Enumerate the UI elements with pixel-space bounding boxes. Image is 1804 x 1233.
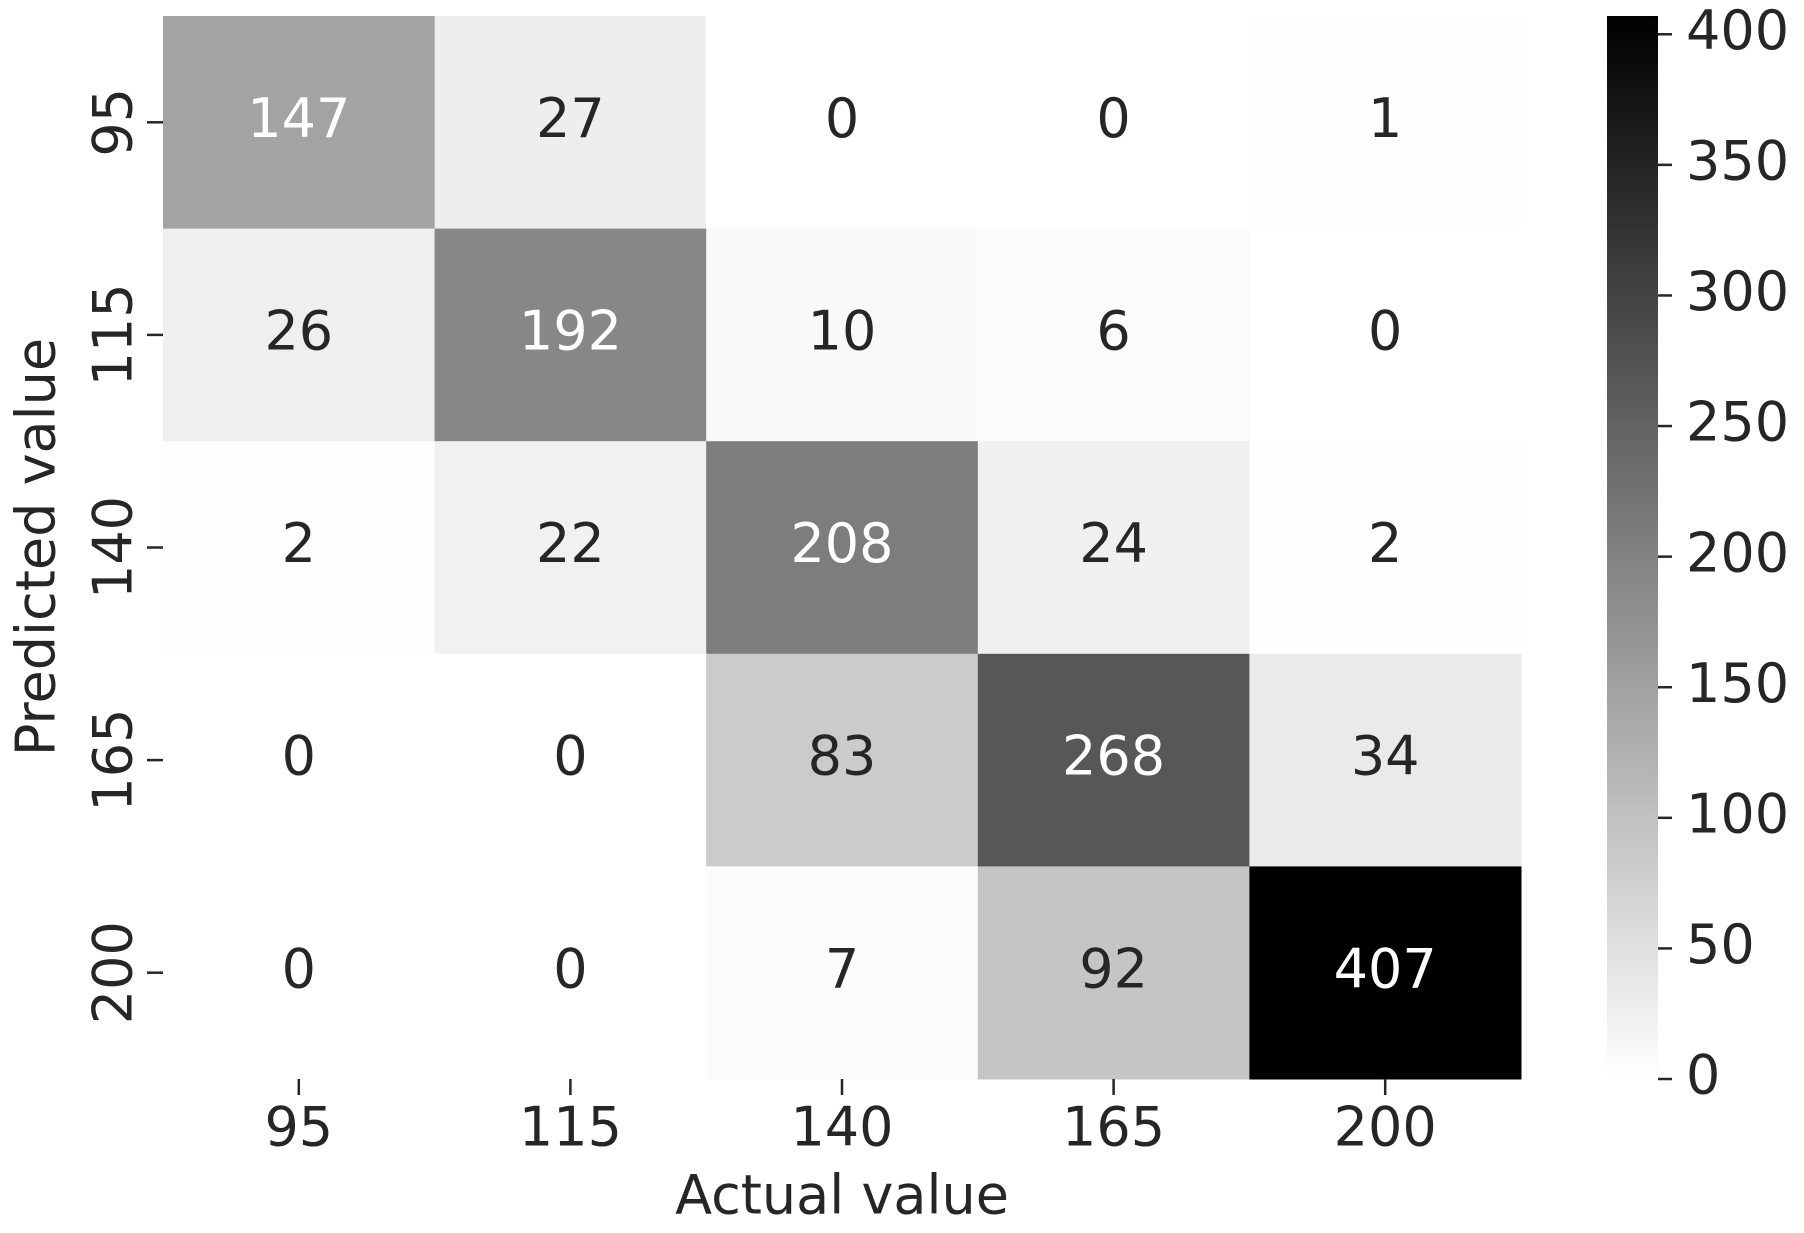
cell-label: 92 [1079, 937, 1148, 1000]
cell-label: 0 [825, 87, 859, 150]
heatmap-cell [163, 228, 436, 442]
cell-label: 192 [519, 300, 622, 363]
colorbar-tick-label: 350 [1686, 130, 1789, 193]
heatmap-cell [1249, 866, 1522, 1080]
cell-label: 2 [1368, 512, 1402, 575]
y-axis-label: Predicted value [5, 338, 68, 756]
colorbar-tick-label: 250 [1686, 391, 1789, 454]
cell-label: 0 [1368, 300, 1402, 363]
cell-label: 27 [536, 87, 605, 150]
cell-label: 268 [1062, 725, 1165, 788]
heatmap-cell [1249, 16, 1522, 230]
heatmap-cell [434, 866, 707, 1080]
heatmap-cell [706, 228, 979, 442]
heatmap-cell [706, 866, 979, 1080]
cell-label: 0 [553, 937, 587, 1000]
cell-label: 24 [1079, 512, 1148, 575]
cell-label: 83 [808, 725, 877, 788]
cell-label: 6 [1096, 300, 1130, 363]
cell-label: 0 [553, 725, 587, 788]
y-tick-label: 95 [82, 88, 145, 157]
heatmap-cell [163, 866, 436, 1080]
heatmap-cell [1249, 441, 1522, 655]
cell-label: 147 [247, 87, 350, 150]
y-tick-label: 200 [82, 921, 145, 1024]
colorbar-tick-label: 300 [1686, 260, 1789, 323]
heatmap-cell [977, 16, 1250, 230]
cell-label: 0 [282, 937, 316, 1000]
heatmap-cell [434, 653, 707, 867]
cell-label: 26 [264, 300, 333, 363]
colorbar-tick-label: 150 [1686, 652, 1789, 715]
heatmap-cell [977, 441, 1250, 655]
heatmap-cell [434, 228, 707, 442]
heatmap-cell [977, 653, 1250, 867]
heatmap-cell [434, 16, 707, 230]
heatmap-cell [163, 441, 436, 655]
heatmap-cell [977, 866, 1250, 1080]
heatmap-cell [434, 441, 707, 655]
x-tick-label: 140 [790, 1096, 893, 1159]
heatmap-cell [706, 441, 979, 655]
x-axis-label: Actual value [675, 1164, 1009, 1227]
heatmap-cell [163, 16, 436, 230]
y-tick-label: 140 [82, 496, 145, 599]
cell-label: 208 [790, 512, 893, 575]
x-tick-label: 115 [519, 1096, 622, 1159]
y-tick-label: 165 [82, 709, 145, 812]
heatmap-cell [706, 16, 979, 230]
heatmap-cell [977, 228, 1250, 442]
cell-label: 0 [282, 725, 316, 788]
y-tick-label: 115 [82, 283, 145, 386]
colorbar-tick-label: 0 [1686, 1044, 1720, 1107]
cell-label: 0 [1096, 87, 1130, 150]
colorbar-tick-label: 400 [1686, 0, 1789, 62]
cell-label: 7 [825, 937, 859, 1000]
x-tick-label: 200 [1334, 1096, 1437, 1159]
cell-label: 22 [536, 512, 605, 575]
x-tick-label: 95 [264, 1096, 333, 1159]
heatmap-cell [163, 653, 436, 867]
cell-label: 10 [808, 300, 877, 363]
cell-label: 407 [1334, 937, 1437, 1000]
cell-label: 1 [1368, 87, 1402, 150]
heatmap-cell [706, 653, 979, 867]
colorbar-tick-label: 50 [1686, 913, 1755, 976]
cell-label: 34 [1351, 725, 1420, 788]
colorbar-tick-label: 200 [1686, 521, 1789, 584]
heatmap-cell [1249, 653, 1522, 867]
colorbar-tick-label: 100 [1686, 782, 1789, 845]
heatmap-cell [1249, 228, 1522, 442]
x-tick-label: 165 [1062, 1096, 1165, 1159]
cell-label: 2 [282, 512, 316, 575]
colorbar [1607, 16, 1658, 1079]
